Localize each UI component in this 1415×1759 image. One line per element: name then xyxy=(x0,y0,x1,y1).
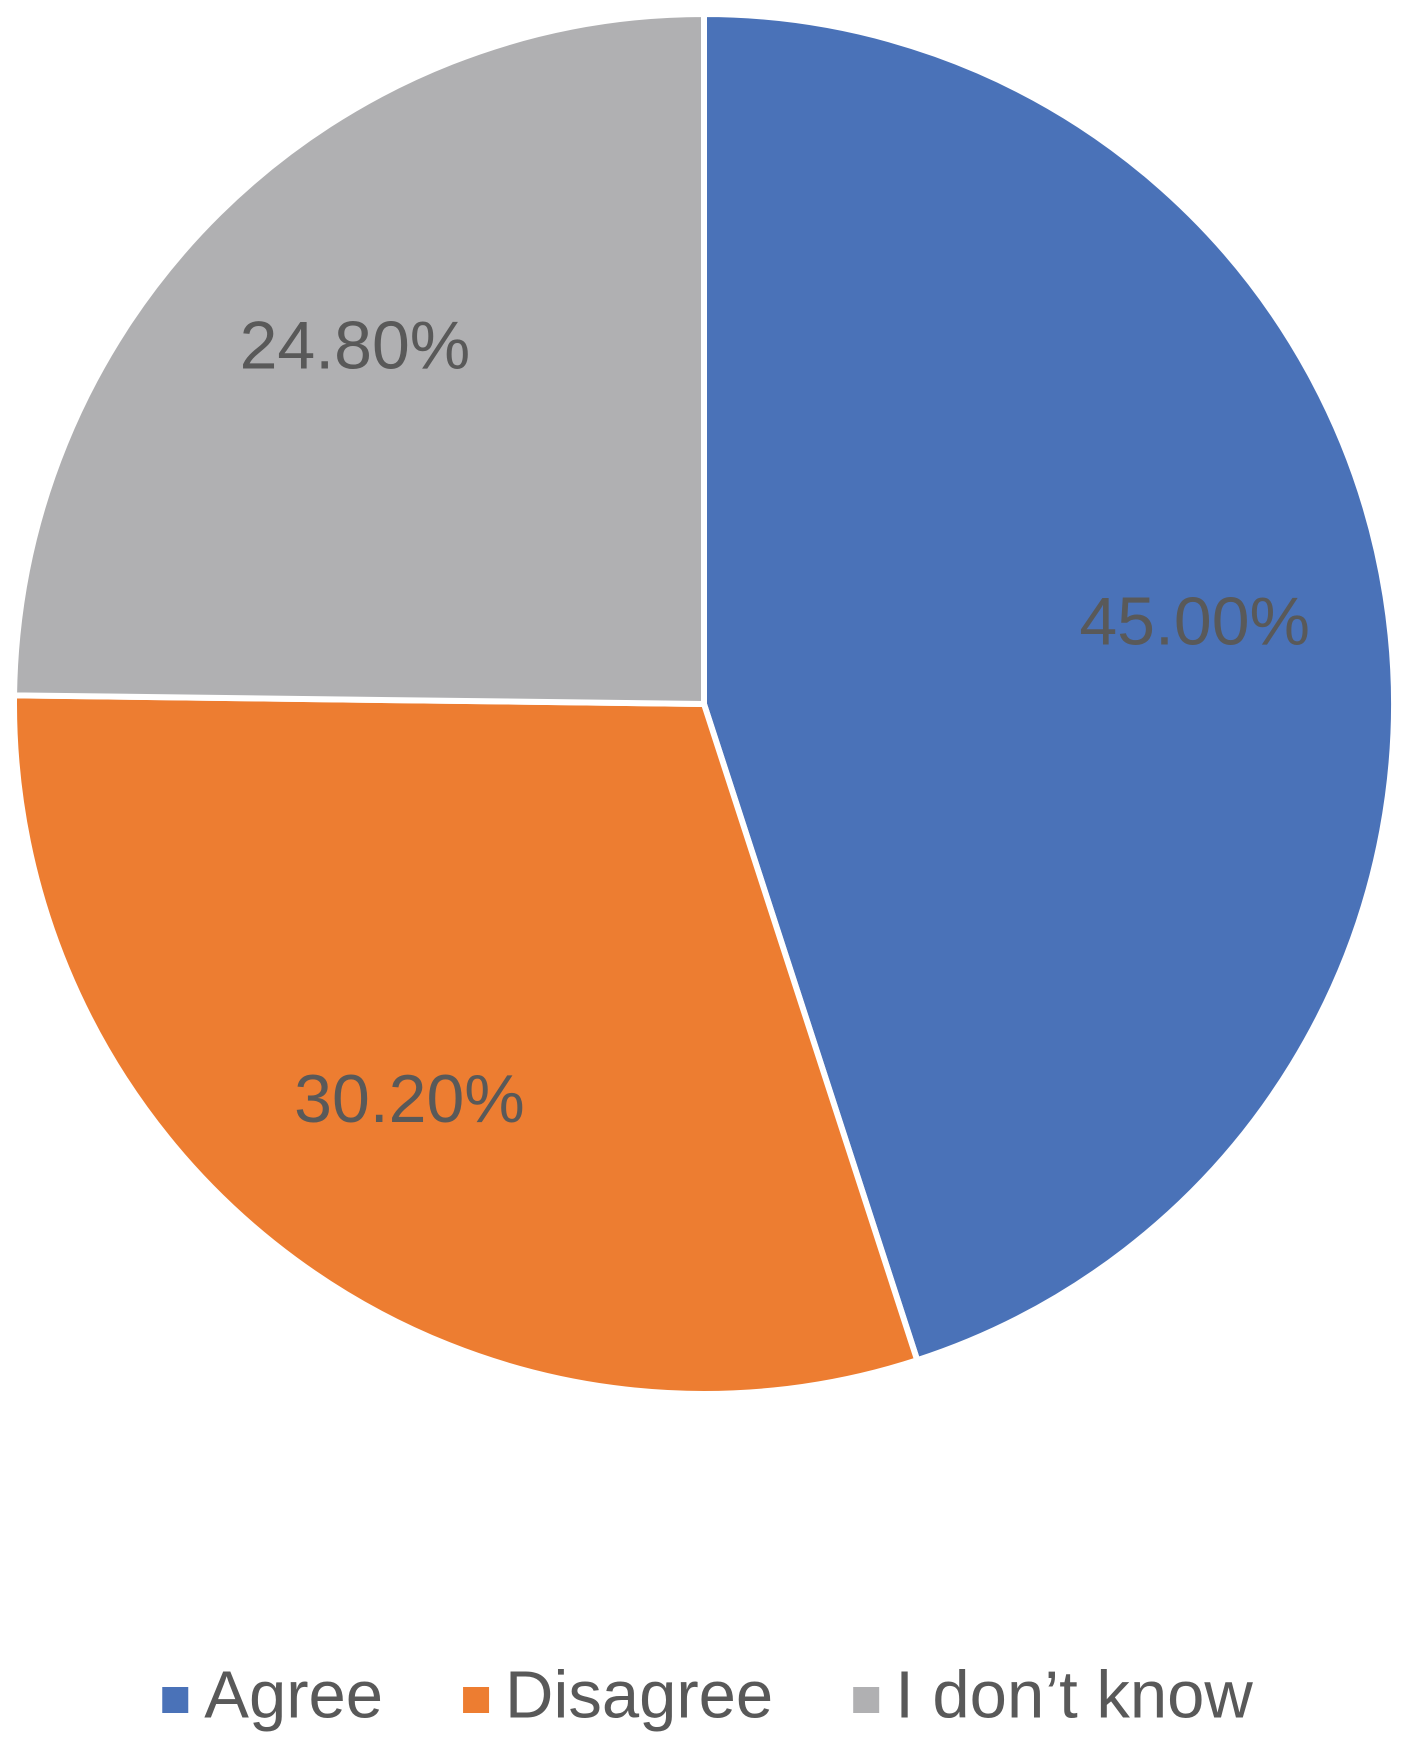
legend-marker xyxy=(463,1687,490,1713)
data-label: 30.20% xyxy=(294,1061,525,1137)
legend-marker xyxy=(853,1687,880,1713)
pie-slice xyxy=(11,10,707,708)
legend: Agree Disagree I don’t know xyxy=(162,1658,1253,1733)
data-label: 24.80% xyxy=(240,307,471,383)
legend-label: I don’t know xyxy=(895,1658,1253,1733)
legend-marker xyxy=(162,1687,189,1713)
legend-label: Agree xyxy=(204,1658,383,1733)
data-label: 45.00% xyxy=(1079,583,1310,659)
pie-slice xyxy=(11,692,922,1397)
legend-label: Disagree xyxy=(505,1658,773,1733)
pie-slice xyxy=(701,10,1398,1365)
